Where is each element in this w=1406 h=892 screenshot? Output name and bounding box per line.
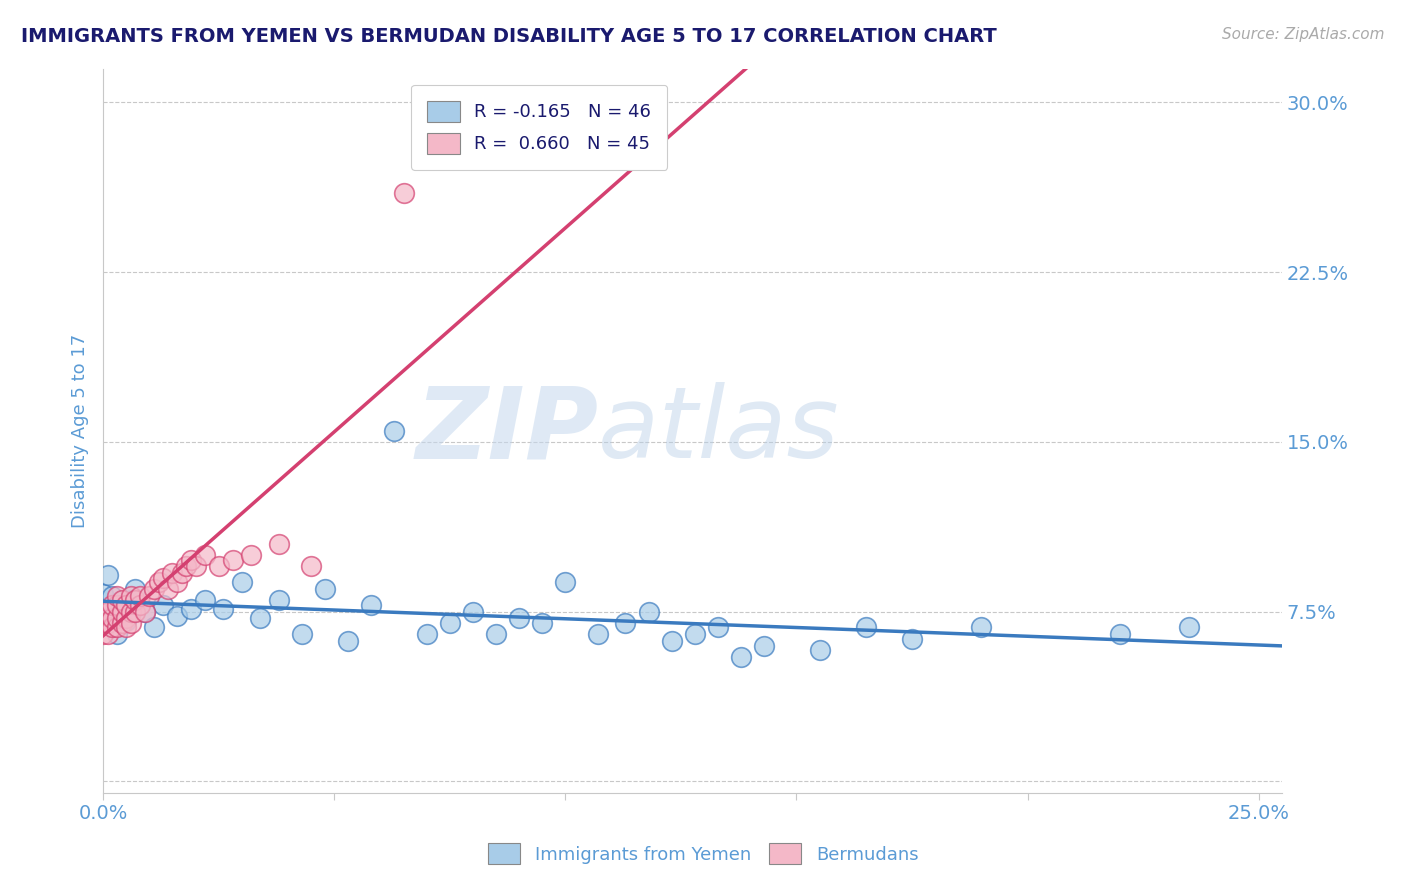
Point xyxy=(240,548,263,562)
Point xyxy=(101,609,124,624)
Point xyxy=(115,620,138,634)
Point xyxy=(208,559,231,574)
Point xyxy=(162,566,184,581)
Point xyxy=(91,586,114,600)
Point xyxy=(267,537,290,551)
Point xyxy=(156,582,179,596)
Point xyxy=(152,571,174,585)
Point xyxy=(97,568,120,582)
Point xyxy=(105,620,128,634)
Text: atlas: atlas xyxy=(598,382,839,479)
Text: IMMIGRANTS FROM YEMEN VS BERMUDAN DISABILITY AGE 5 TO 17 CORRELATION CHART: IMMIGRANTS FROM YEMEN VS BERMUDAN DISABI… xyxy=(21,27,997,45)
Point xyxy=(461,605,484,619)
Point xyxy=(166,609,188,624)
Point xyxy=(97,605,120,619)
Point xyxy=(855,620,877,634)
Point xyxy=(143,582,166,596)
Point xyxy=(901,632,924,646)
Point xyxy=(120,615,142,630)
Point xyxy=(194,593,217,607)
Point xyxy=(91,615,114,630)
Point xyxy=(105,589,128,603)
Point xyxy=(661,634,683,648)
Point xyxy=(752,639,775,653)
Point xyxy=(337,634,360,648)
Point xyxy=(267,593,290,607)
Point xyxy=(124,605,146,619)
Point xyxy=(129,598,152,612)
Point xyxy=(101,589,124,603)
Y-axis label: Disability Age 5 to 17: Disability Age 5 to 17 xyxy=(72,334,89,528)
Point xyxy=(194,548,217,562)
Point xyxy=(110,605,132,619)
Point xyxy=(143,620,166,634)
Point xyxy=(101,598,124,612)
Point xyxy=(97,627,120,641)
Point xyxy=(91,627,114,641)
Point xyxy=(180,602,202,616)
Point xyxy=(614,615,637,630)
Point xyxy=(180,552,202,566)
Point xyxy=(101,611,124,625)
Point xyxy=(115,598,138,612)
Legend: Immigrants from Yemen, Bermudans: Immigrants from Yemen, Bermudans xyxy=(474,829,932,879)
Point xyxy=(1178,620,1201,634)
Point xyxy=(110,593,132,607)
Point xyxy=(808,643,831,657)
Point xyxy=(101,620,124,634)
Point xyxy=(360,598,382,612)
Point xyxy=(129,589,152,603)
Point xyxy=(120,589,142,603)
Point xyxy=(730,649,752,664)
Point xyxy=(508,611,530,625)
Point xyxy=(184,559,207,574)
Point xyxy=(124,582,146,596)
Point xyxy=(134,605,156,619)
Point xyxy=(1109,627,1132,641)
Point xyxy=(91,605,114,619)
Point xyxy=(115,614,138,628)
Point xyxy=(249,611,271,625)
Point xyxy=(221,552,243,566)
Point xyxy=(105,627,128,641)
Point xyxy=(148,575,170,590)
Point xyxy=(392,186,415,200)
Point xyxy=(176,559,198,574)
Point xyxy=(707,620,730,634)
Point xyxy=(152,598,174,612)
Point xyxy=(170,566,193,581)
Point xyxy=(120,593,142,607)
Point xyxy=(531,615,554,630)
Point xyxy=(166,575,188,590)
Point xyxy=(299,559,322,574)
Point xyxy=(637,605,659,619)
Point xyxy=(683,627,706,641)
Point xyxy=(586,627,609,641)
Point xyxy=(115,611,138,625)
Point xyxy=(105,598,128,612)
Point xyxy=(314,582,336,596)
Point xyxy=(415,627,437,641)
Point xyxy=(970,620,993,634)
Point xyxy=(120,605,142,619)
Point xyxy=(231,575,253,590)
Point xyxy=(110,615,132,630)
Point xyxy=(439,615,461,630)
Point xyxy=(97,615,120,630)
Point xyxy=(291,627,314,641)
Text: ZIP: ZIP xyxy=(415,382,598,479)
Point xyxy=(124,593,146,607)
Point xyxy=(105,611,128,625)
Text: Source: ZipAtlas.com: Source: ZipAtlas.com xyxy=(1222,27,1385,42)
Point xyxy=(382,424,405,438)
Point xyxy=(134,605,156,619)
Legend: R = -0.165   N = 46, R =  0.660   N = 45: R = -0.165 N = 46, R = 0.660 N = 45 xyxy=(411,85,668,169)
Point xyxy=(138,589,160,603)
Point xyxy=(105,605,128,619)
Point xyxy=(554,575,576,590)
Point xyxy=(110,598,132,612)
Point xyxy=(485,627,508,641)
Point xyxy=(212,602,235,616)
